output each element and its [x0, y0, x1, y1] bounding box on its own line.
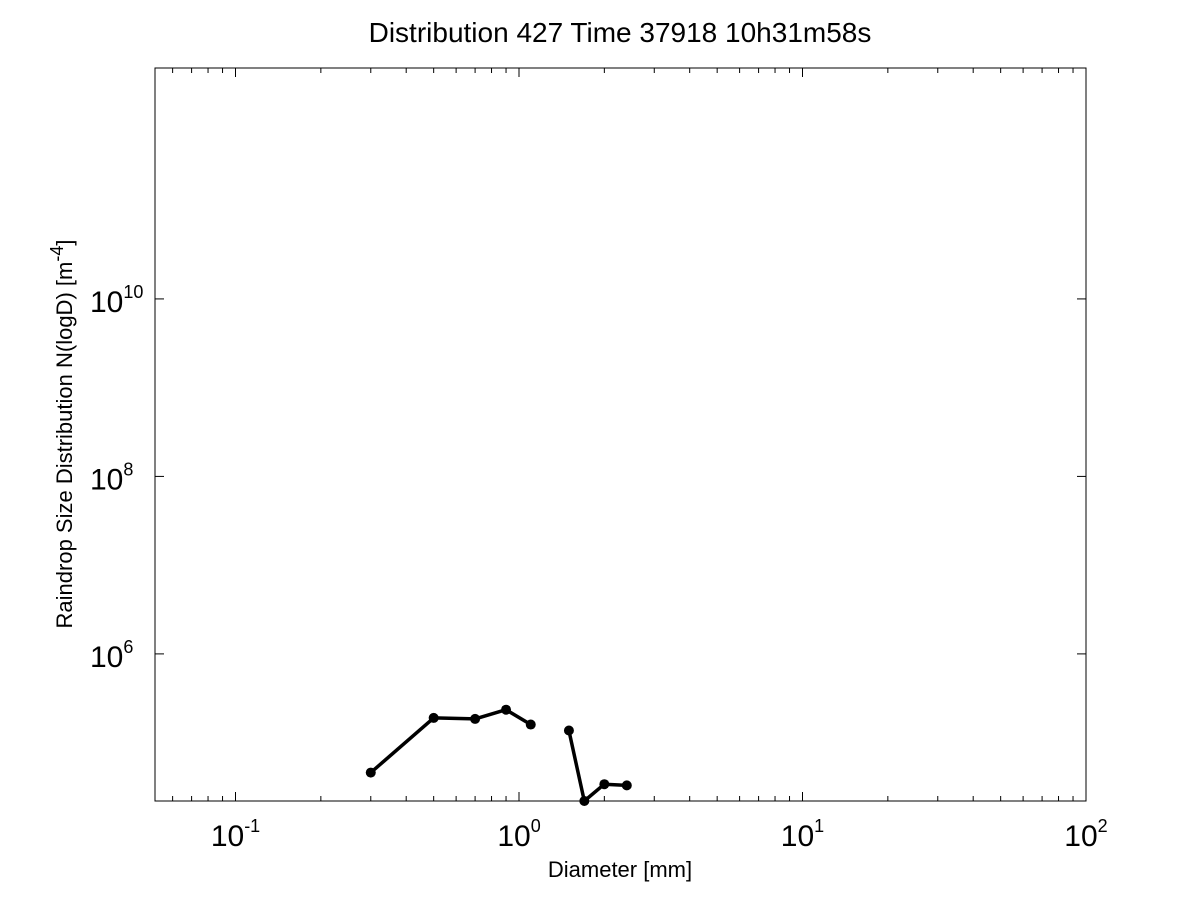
- y-axis-label-text: Raindrop Size Distribution N(logD) [m: [52, 262, 77, 629]
- data-point-marker: [579, 796, 590, 806]
- x-axis-label: Diameter [mm]: [548, 857, 692, 882]
- x-tick-label-base: 10: [781, 820, 814, 853]
- x-tick-label-base: 10: [211, 820, 244, 853]
- data-point-marker: [599, 779, 610, 790]
- data-point-marker: [621, 780, 632, 791]
- data-point-marker: [365, 767, 376, 778]
- y-axis-label-exponent: -4: [47, 246, 67, 262]
- plot-area-frame: [154, 67, 1087, 802]
- y-axis-label-suffix: ]: [52, 240, 77, 246]
- x-tick-label: 102: [1064, 816, 1107, 853]
- y-tick-label-base: 10: [90, 286, 123, 319]
- chart-title: Distribution 427 Time 37918 10h31m58s: [369, 17, 872, 48]
- y-tick-label-base: 10: [90, 463, 123, 496]
- x-tick-label-base: 10: [497, 820, 530, 853]
- x-tick-label-exponent: 1: [814, 816, 824, 836]
- data-point-marker: [563, 725, 574, 736]
- data-point-marker: [525, 719, 536, 730]
- x-tick-label-exponent: 0: [531, 816, 541, 836]
- x-tick-label-exponent: -1: [244, 816, 260, 836]
- data-point-marker: [428, 712, 439, 723]
- x-tick-label-exponent: 2: [1098, 816, 1108, 836]
- y-axis-label: Raindrop Size Distribution N(logD) [m-4]: [47, 240, 77, 629]
- x-tick-label: 10-1: [211, 816, 260, 853]
- x-tick-label-base: 10: [1064, 820, 1097, 853]
- axis-ticks: [155, 68, 1087, 801]
- y-tick-label: 106: [90, 637, 133, 674]
- y-tick-label: 108: [90, 459, 133, 496]
- x-tick-label: 101: [781, 816, 824, 853]
- data-series: [365, 704, 632, 806]
- y-tick-label-base: 10: [90, 641, 123, 674]
- y-tick-label-exponent: 8: [123, 459, 133, 479]
- data-point-marker: [470, 713, 481, 724]
- series-line-segment: [567, 730, 627, 803]
- data-point-marker: [501, 704, 512, 715]
- x-tick-label: 100: [497, 816, 540, 853]
- y-tick-label: 1010: [90, 282, 143, 319]
- y-tick-label-exponent: 6: [123, 637, 133, 657]
- y-tick-label-exponent: 10: [123, 282, 143, 302]
